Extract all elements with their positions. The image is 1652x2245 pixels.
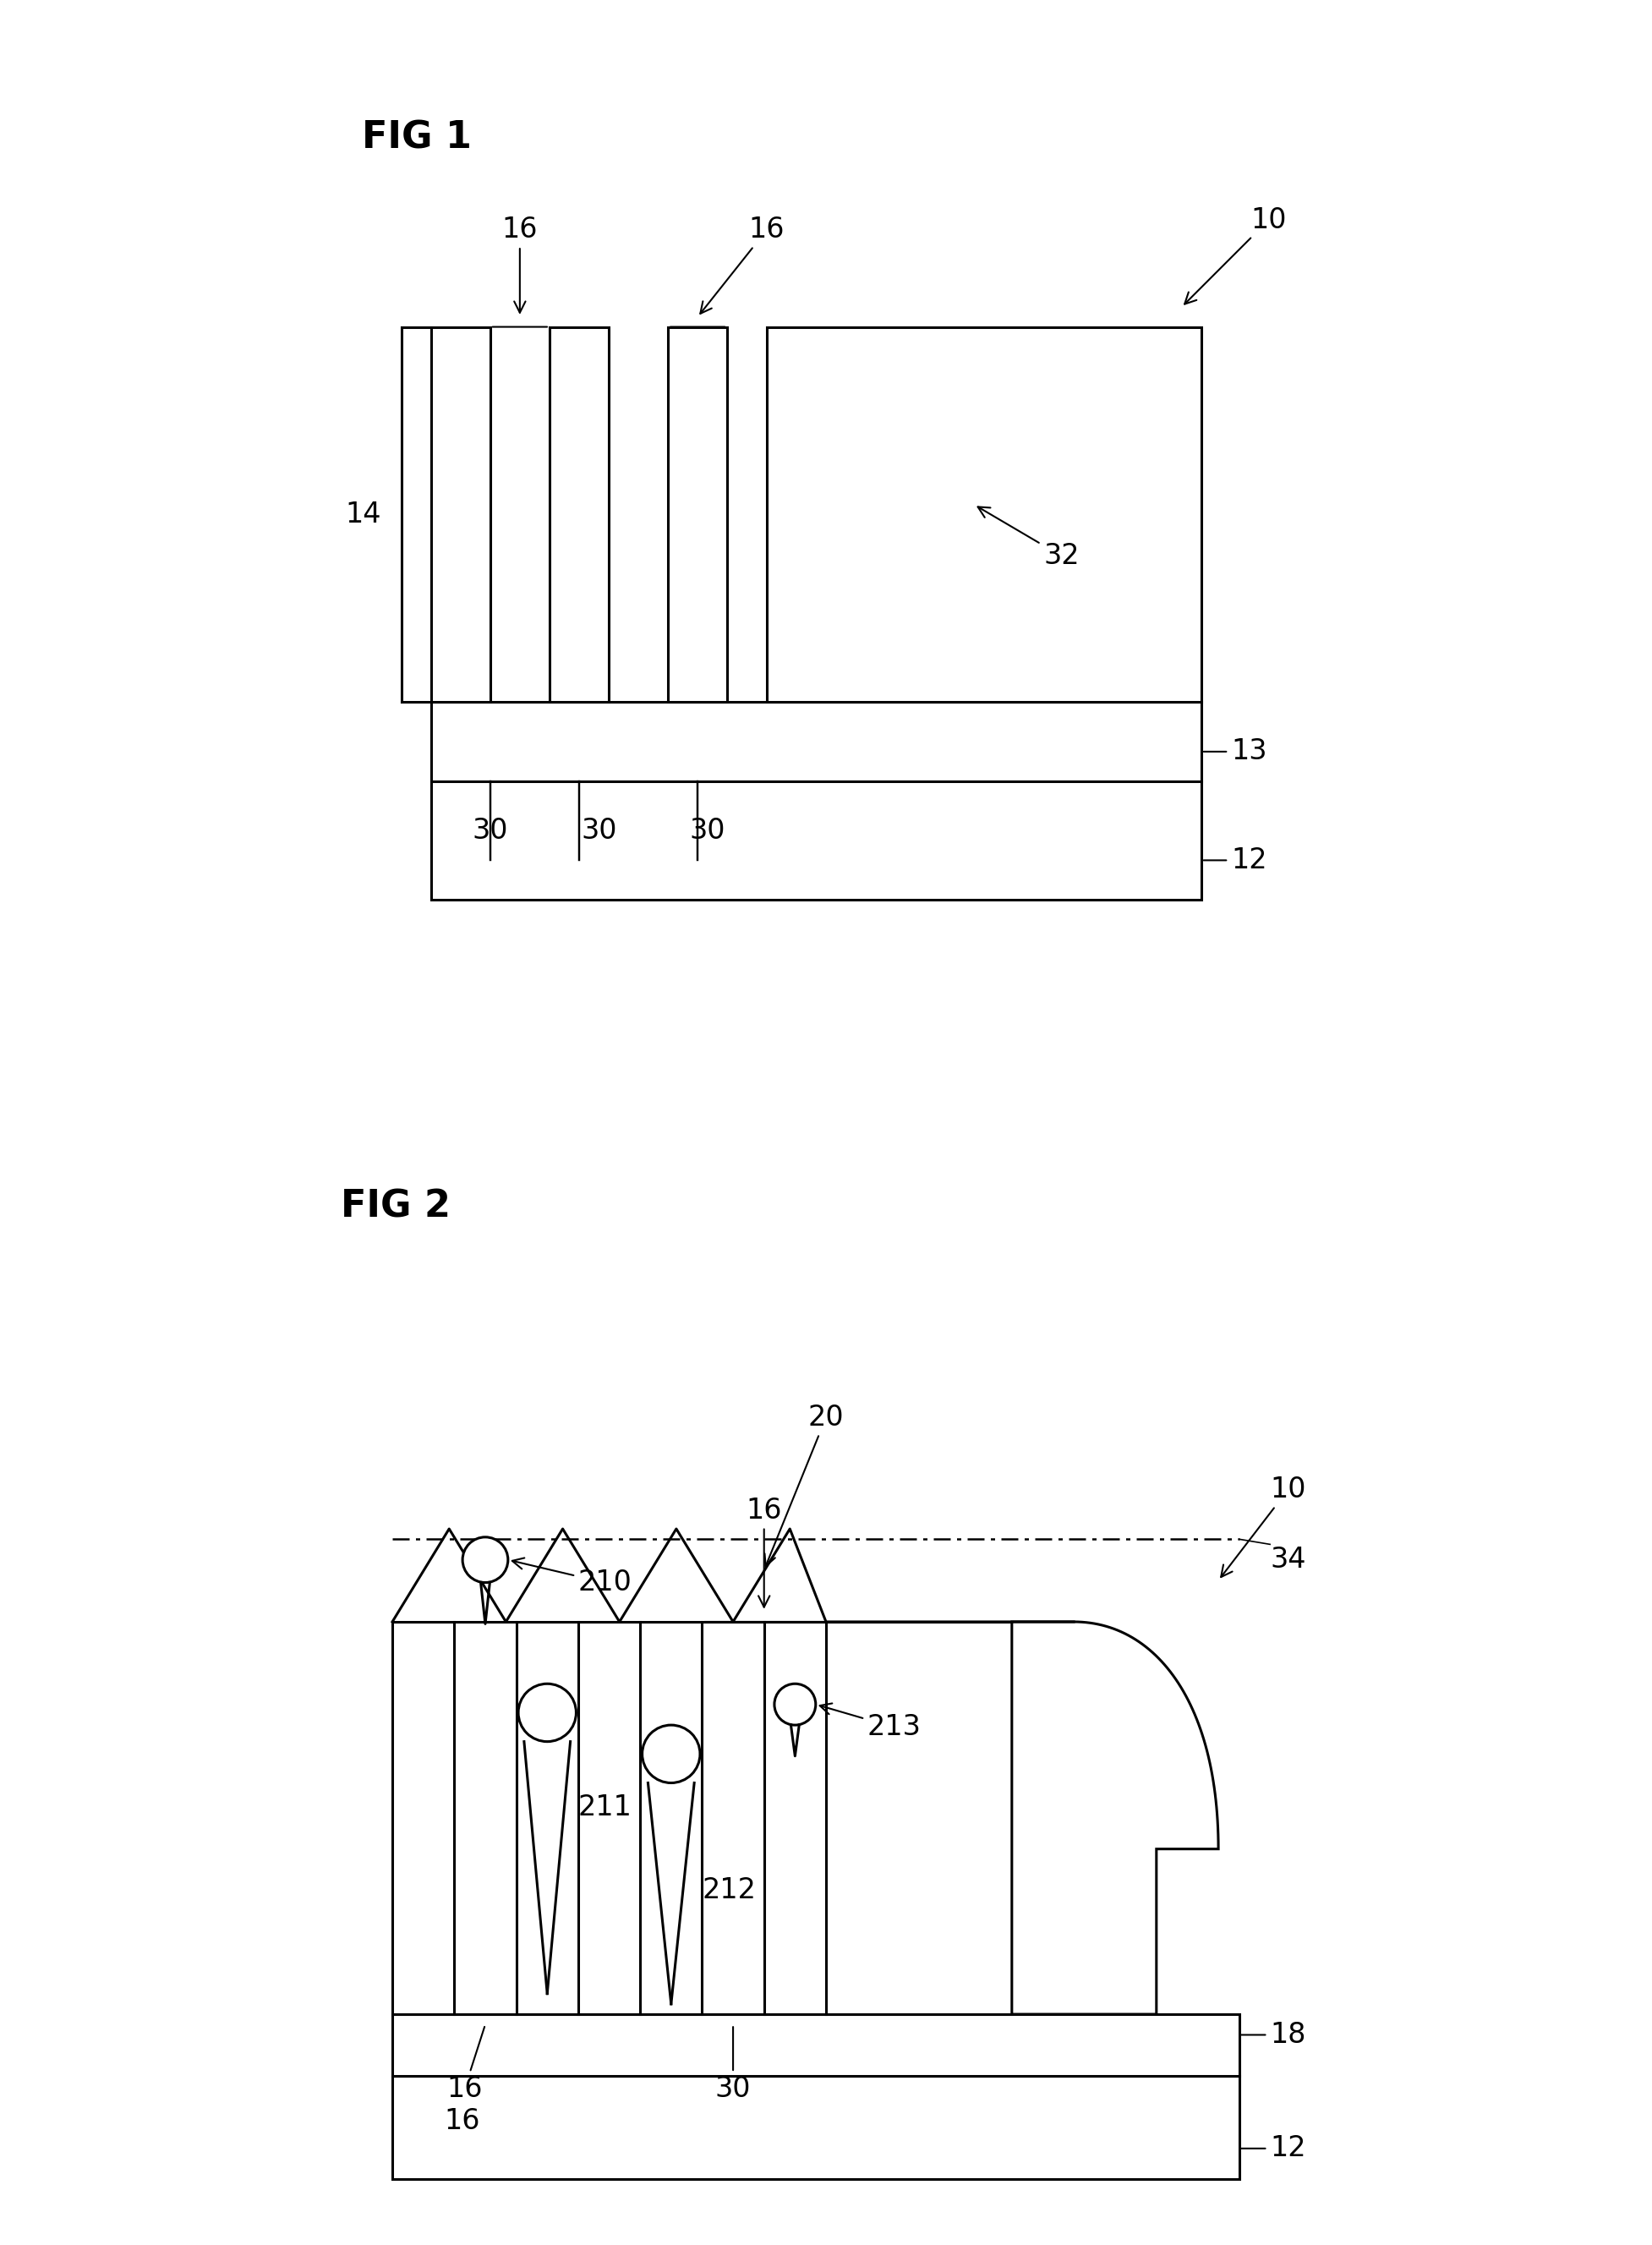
Bar xyxy=(392,2077,1239,2180)
Bar xyxy=(431,703,1201,900)
Text: 210: 210 xyxy=(512,1558,633,1596)
Text: 16: 16 xyxy=(700,216,785,314)
Text: 12: 12 xyxy=(1241,2135,1307,2162)
Text: 18: 18 xyxy=(1241,2021,1305,2050)
Text: FIG 2: FIG 2 xyxy=(340,1188,451,1224)
Text: 14: 14 xyxy=(345,501,382,528)
Text: 30: 30 xyxy=(689,817,725,844)
Bar xyxy=(767,328,1201,703)
Text: 13: 13 xyxy=(1204,739,1267,766)
Polygon shape xyxy=(648,1783,694,2005)
Text: 30: 30 xyxy=(715,2027,752,2104)
Text: 16: 16 xyxy=(444,2108,479,2135)
Text: 213: 213 xyxy=(819,1704,922,1742)
Bar xyxy=(392,1621,1013,2014)
Text: 16: 16 xyxy=(446,2027,484,2104)
Bar xyxy=(392,2014,1239,2077)
Text: 30: 30 xyxy=(582,817,616,844)
Text: 32: 32 xyxy=(978,507,1079,570)
Text: 30: 30 xyxy=(472,817,509,844)
Text: FIG 1: FIG 1 xyxy=(362,119,472,155)
Circle shape xyxy=(463,1538,507,1583)
Circle shape xyxy=(643,1724,700,1783)
Bar xyxy=(431,328,491,703)
Text: 10: 10 xyxy=(1221,1475,1307,1576)
Text: 12: 12 xyxy=(1204,846,1267,873)
Bar xyxy=(550,328,608,703)
Polygon shape xyxy=(1013,1621,1219,2014)
Bar xyxy=(667,328,727,703)
Text: 20: 20 xyxy=(765,1403,844,1567)
Text: 212: 212 xyxy=(702,1877,757,1904)
Text: 211: 211 xyxy=(578,1794,633,1821)
Polygon shape xyxy=(524,1742,570,1994)
Circle shape xyxy=(775,1684,816,1724)
Circle shape xyxy=(519,1684,577,1742)
Text: 16: 16 xyxy=(502,216,539,312)
Text: 34: 34 xyxy=(1270,1547,1307,1574)
Text: 16: 16 xyxy=(747,1497,781,1607)
Text: 10: 10 xyxy=(1184,207,1287,303)
